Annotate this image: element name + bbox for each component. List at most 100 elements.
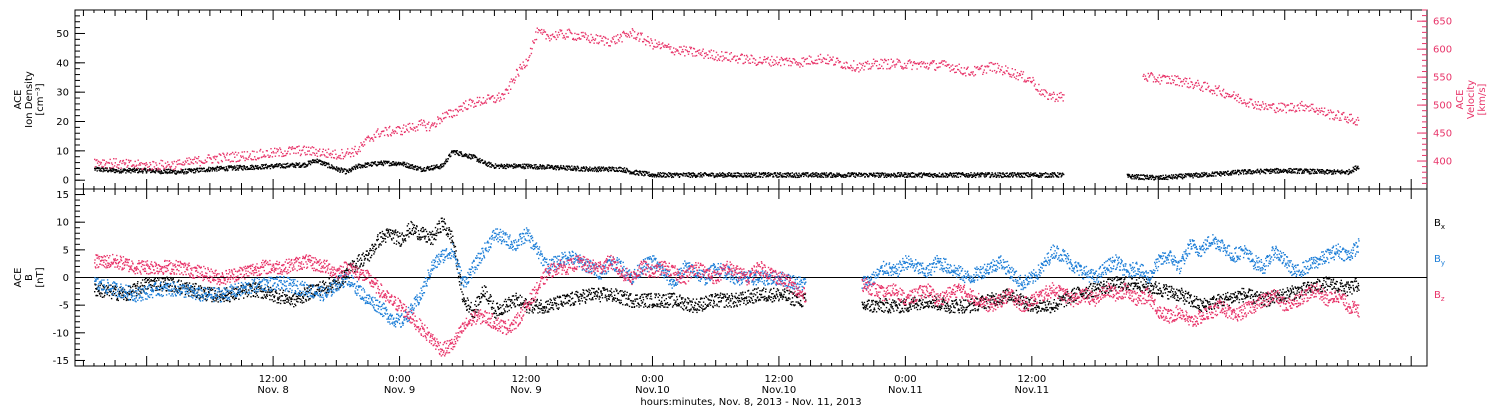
data-point (203, 167, 205, 170)
data-point (851, 172, 854, 174)
data-point (888, 173, 890, 175)
data-point (1279, 170, 1281, 173)
data-point (438, 166, 441, 168)
data-point (896, 175, 898, 177)
data-point (991, 70, 994, 72)
data-point (1292, 171, 1295, 174)
data-point (1332, 111, 1335, 113)
data-point (99, 170, 101, 172)
data-point (569, 29, 571, 32)
data-point (915, 175, 918, 177)
data-point (1180, 176, 1182, 179)
data-point (112, 169, 114, 171)
data-point (830, 59, 832, 61)
data-point (1246, 172, 1249, 174)
data-point (1271, 104, 1273, 106)
data-point (302, 162, 304, 165)
data-point (1332, 118, 1334, 120)
data-point (209, 169, 211, 172)
data-point (1215, 175, 1217, 177)
data-point (121, 294, 123, 296)
data-point (266, 150, 268, 152)
series-density (94, 150, 1360, 181)
data-point (97, 290, 99, 293)
data-point (346, 151, 348, 153)
data-point (197, 157, 199, 160)
data-point (936, 174, 938, 176)
data-point (701, 54, 703, 57)
data-point (835, 174, 838, 176)
data-point (1034, 174, 1036, 177)
data-point (1057, 172, 1059, 174)
data-point (165, 290, 168, 292)
data-point (136, 167, 139, 169)
data-point (166, 171, 168, 174)
data-point (892, 174, 894, 176)
data-point (1264, 103, 1267, 105)
data-point (1211, 171, 1214, 173)
data-point (243, 297, 245, 299)
data-point (382, 130, 384, 133)
data-point (111, 168, 114, 170)
data-point (125, 292, 127, 294)
data-point (809, 174, 812, 176)
data-point (288, 147, 290, 149)
data-point (757, 63, 759, 65)
data-point (628, 34, 630, 37)
data-point (1061, 96, 1063, 99)
data-point (461, 105, 463, 107)
data-point (500, 98, 502, 101)
data-point (572, 169, 575, 171)
data-point (472, 154, 474, 156)
data-point (940, 62, 942, 64)
data-point (151, 285, 153, 287)
data-point (1200, 174, 1202, 176)
data-point (963, 174, 965, 176)
data-point (192, 159, 194, 161)
data-point (871, 62, 873, 65)
data-point (633, 171, 635, 173)
data-point (1035, 89, 1038, 91)
data-point (504, 165, 507, 167)
data-point (1135, 174, 1138, 176)
data-point (609, 45, 611, 47)
data-point (417, 169, 419, 171)
data-point (1345, 171, 1347, 173)
data-point (206, 170, 209, 173)
data-point (570, 169, 572, 171)
data-point (100, 170, 103, 172)
data-point (510, 88, 512, 90)
data-point (663, 46, 665, 48)
data-point (788, 57, 791, 60)
data-point (739, 173, 741, 175)
data-point (113, 168, 115, 171)
data-point (121, 170, 124, 172)
data-point (914, 62, 916, 65)
data-point (1007, 67, 1009, 69)
data-point (469, 98, 471, 100)
data-point (94, 158, 96, 161)
data-point (834, 63, 836, 66)
data-point (629, 31, 631, 33)
data-point (686, 174, 688, 176)
data-point (422, 168, 425, 170)
data-point (879, 172, 881, 174)
data-point (349, 168, 352, 171)
data-point (1214, 85, 1217, 87)
data-point (770, 172, 772, 175)
data-point (604, 168, 606, 170)
data-point (198, 156, 200, 158)
data-point (1213, 90, 1215, 92)
data-point (722, 55, 724, 57)
data-point (692, 172, 694, 174)
data-point (433, 166, 436, 169)
data-point (809, 63, 811, 65)
data-point (603, 170, 605, 172)
data-point (939, 66, 941, 68)
data-point (651, 42, 653, 44)
data-point (1245, 105, 1248, 107)
data-point (280, 164, 283, 166)
data-point (145, 170, 147, 173)
data-point (310, 160, 312, 162)
data-point (580, 31, 583, 34)
